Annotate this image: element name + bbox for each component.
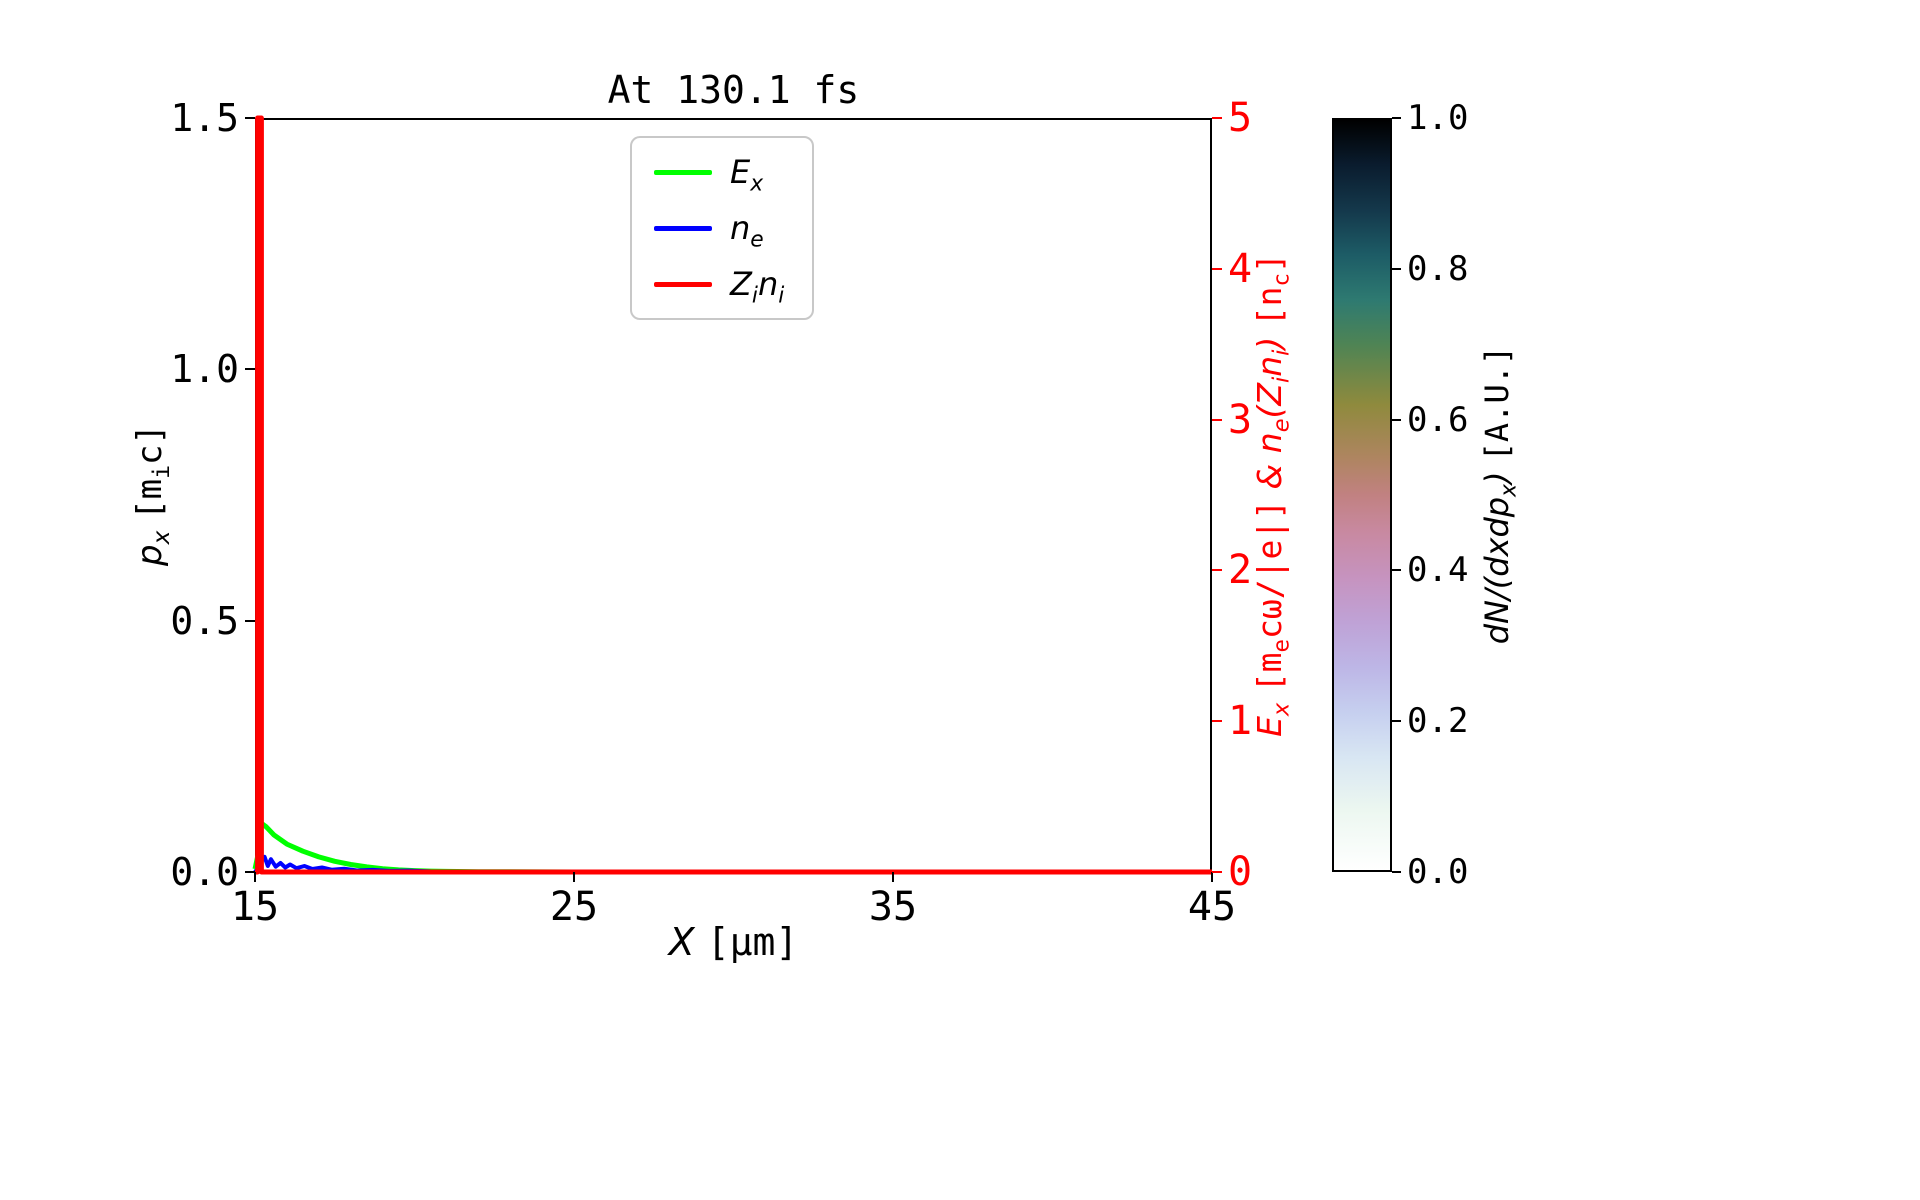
colorbar-tick-label: 0.4	[1407, 550, 1469, 591]
right-tick-label: 3	[1228, 396, 1253, 443]
x-tick-mark	[1211, 872, 1213, 882]
x-axis-label: X [μm]	[668, 920, 799, 964]
colorbar-tick-mark	[1392, 720, 1401, 723]
right-tick-mark	[1212, 267, 1222, 270]
left-tick-mark	[245, 871, 255, 873]
left-tick-mark	[245, 117, 255, 119]
colorbar-tick-mark	[1392, 871, 1401, 873]
legend: Ex ne Zini	[630, 136, 815, 320]
series-line-Zini	[255, 115, 1212, 875]
legend-label: ne	[730, 209, 764, 253]
right-tick-label: 5	[1228, 95, 1253, 141]
series-lines	[252, 115, 1213, 875]
chart-title: At 130.1 fs	[607, 68, 860, 112]
right-tick-mark	[1212, 569, 1222, 572]
colorbar-tick-label: 0.2	[1407, 701, 1469, 742]
left-axis-label: px [mic]	[130, 424, 175, 566]
right-tick-label: 4	[1228, 245, 1253, 292]
right-tick-mark	[1212, 871, 1222, 873]
left-tick-label: 1.0	[170, 347, 239, 392]
colorbar-tick-mark	[1392, 117, 1401, 119]
right-tick-label: 1	[1228, 698, 1253, 745]
x-tick-label: 35	[868, 884, 918, 930]
x-tick-label: 25	[549, 884, 599, 930]
colorbar-tick-label: 1.0	[1407, 98, 1469, 138]
left-tick-label: 1.5	[170, 96, 239, 140]
colorbar-gradient	[1334, 120, 1390, 870]
colorbar-tick-label: 0.6	[1407, 399, 1469, 440]
legend-line-sample	[654, 225, 712, 231]
legend-label: Ex	[730, 153, 764, 197]
right-tick-label: 2	[1228, 547, 1253, 594]
legend-entry: ne	[654, 208, 784, 253]
right-tick-label: 0	[1228, 849, 1253, 895]
colorbar-tick-label: 0.8	[1407, 248, 1469, 289]
right-tick-mark	[1212, 117, 1222, 119]
series-line-Ex	[252, 819, 1212, 875]
legend-line-sample	[654, 169, 712, 175]
left-tick-mark	[245, 619, 255, 622]
x-tick-mark	[573, 872, 575, 882]
colorbar	[1332, 118, 1392, 872]
left-tick-mark	[245, 368, 255, 371]
x-tick-mark	[892, 872, 894, 882]
legend-entry: Ex	[654, 152, 784, 197]
colorbar-tick-mark	[1392, 418, 1401, 421]
colorbar-tick-mark	[1392, 569, 1401, 572]
left-tick-label: 0.5	[170, 598, 239, 643]
x-tick-mark	[254, 872, 256, 882]
series-line-ne	[253, 836, 1213, 874]
colorbar-tick-mark	[1392, 267, 1401, 270]
colorbar-tick-label: 0.0	[1407, 852, 1469, 892]
legend-entry: Zini	[654, 264, 785, 309]
colorbar-label: dN/(dxdpx) [A.U.]	[1478, 345, 1522, 645]
legend-line-sample	[654, 281, 712, 287]
right-axis-label: Ex [mecω/|e|] & ne(Zini) [nc]	[1250, 253, 1295, 737]
legend-label: Zini	[730, 265, 785, 309]
left-tick-label: 0.0	[170, 850, 239, 894]
x-tick-label: 15	[230, 884, 280, 930]
right-tick-mark	[1212, 418, 1222, 421]
x-tick-label: 45	[1187, 884, 1237, 930]
right-tick-mark	[1212, 720, 1222, 723]
